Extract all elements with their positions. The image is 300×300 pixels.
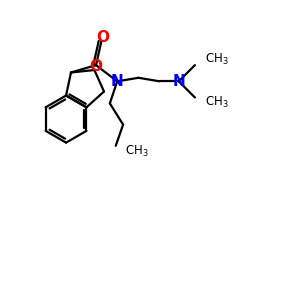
Text: CH$_3$: CH$_3$ [205,95,229,110]
Text: CH$_3$: CH$_3$ [205,52,229,68]
Text: N: N [172,74,185,89]
Text: O: O [96,30,109,45]
Text: O: O [89,59,102,74]
Text: CH$_3$: CH$_3$ [124,144,148,159]
Text: N: N [111,74,124,89]
